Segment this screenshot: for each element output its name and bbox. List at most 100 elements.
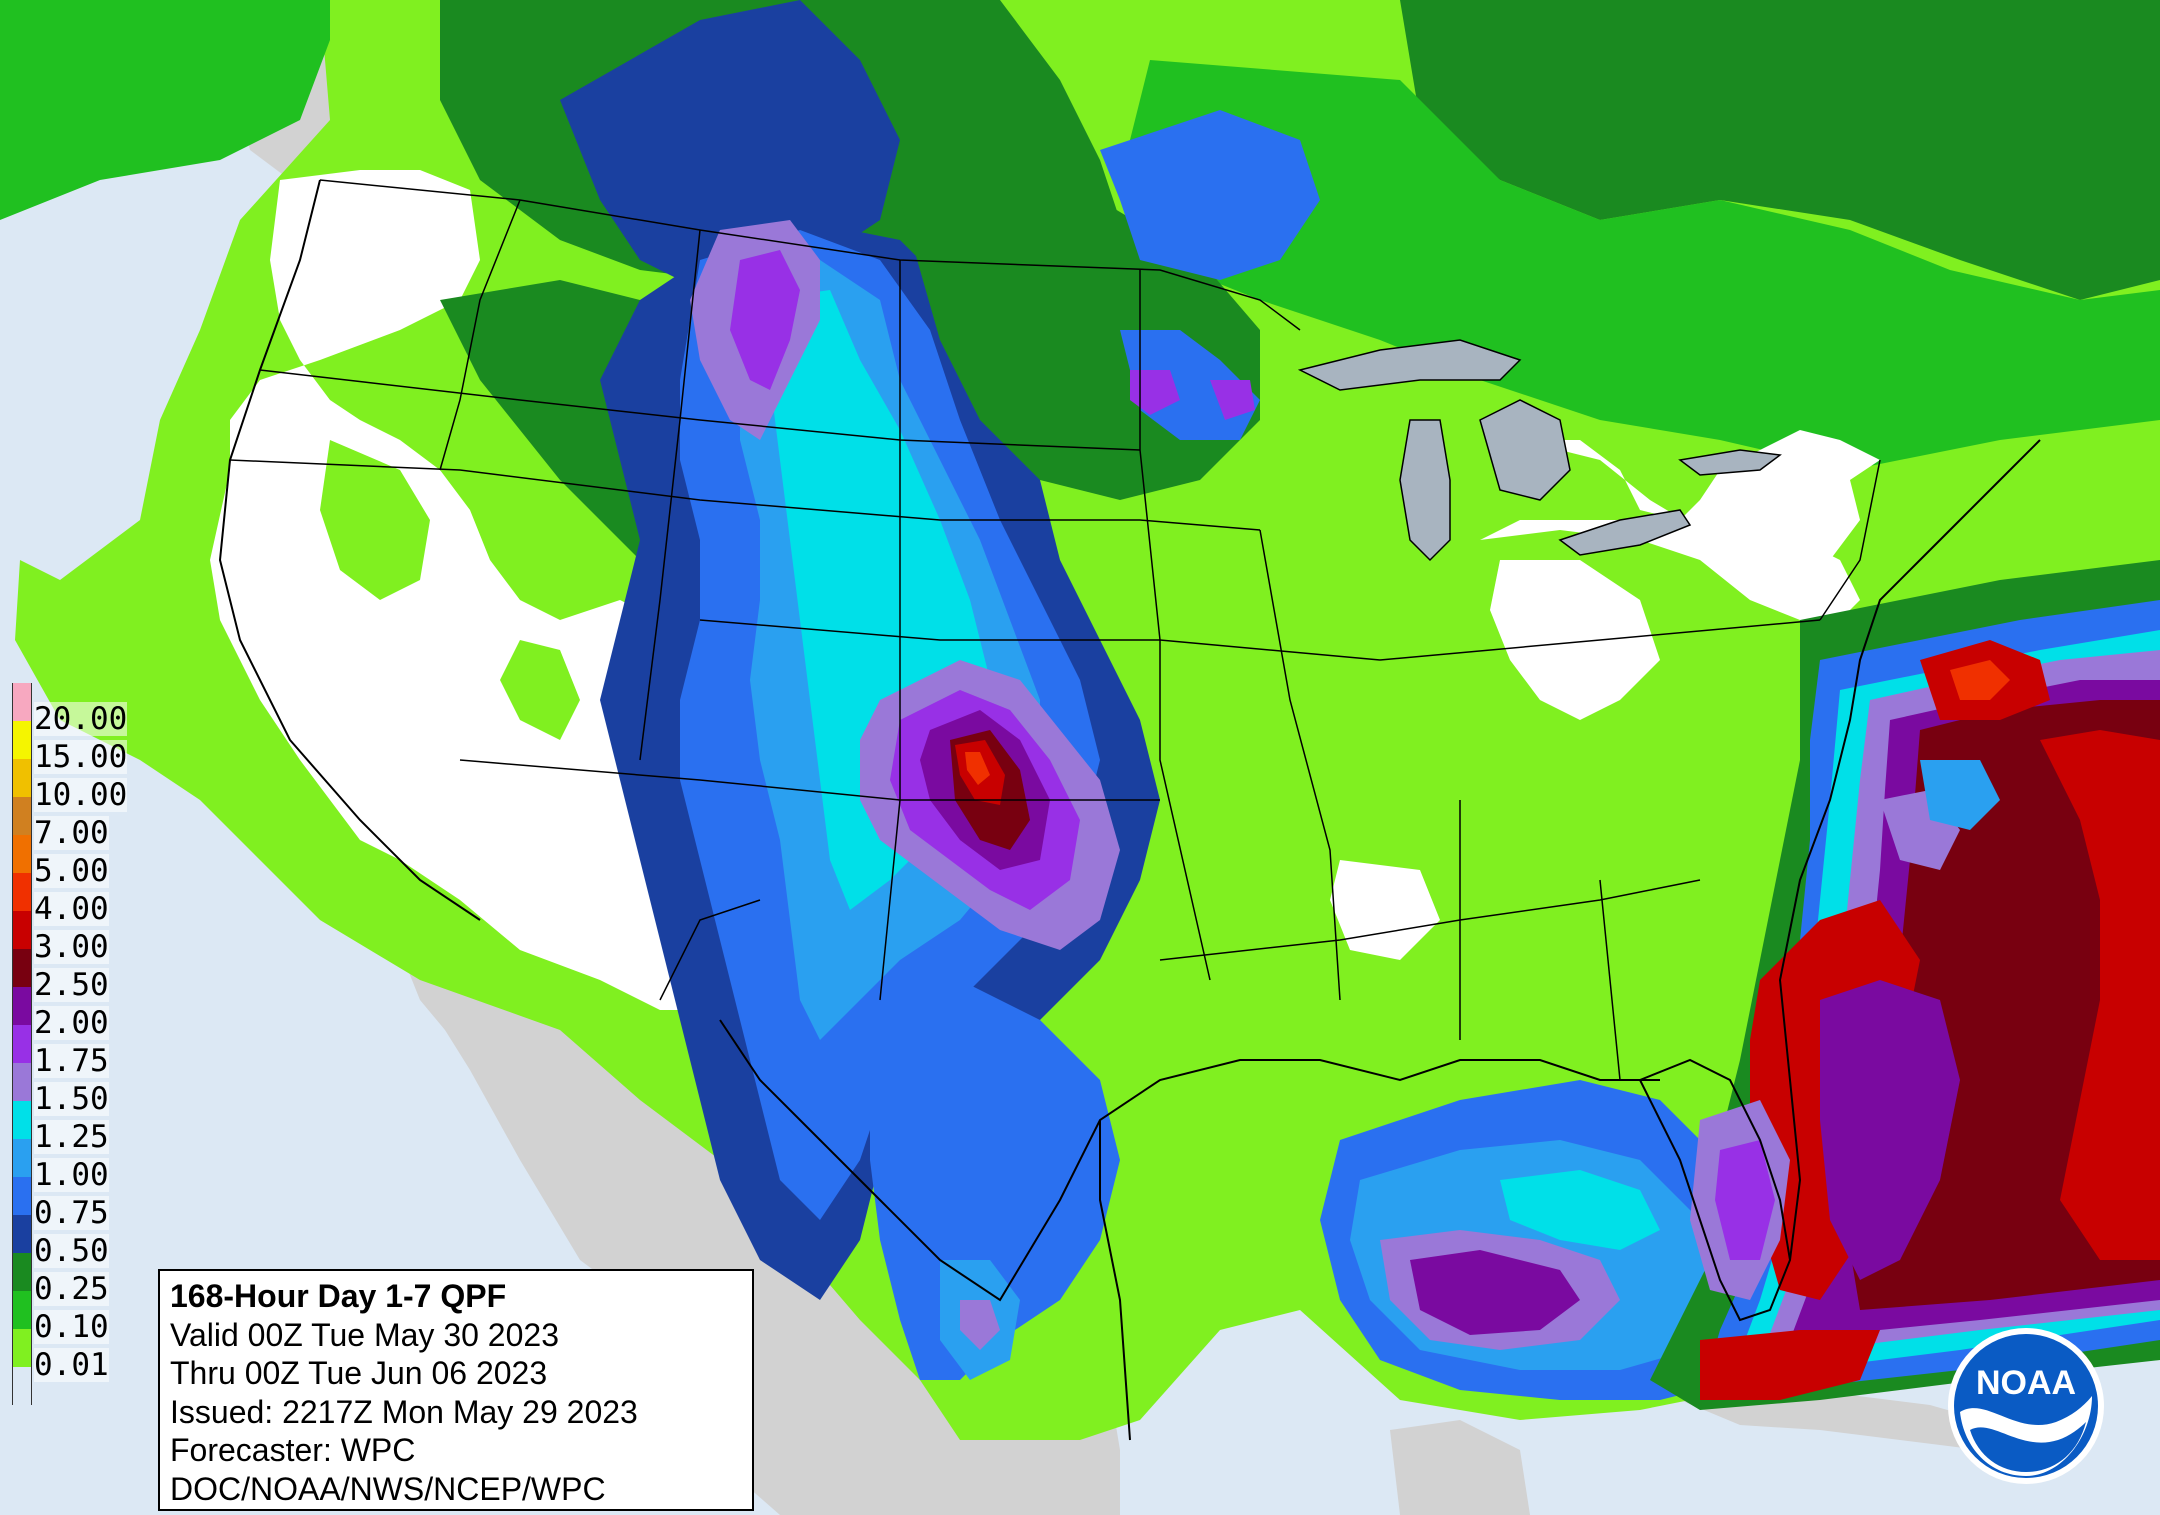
montana-dark-purple [730, 250, 800, 390]
legend-swatch [12, 1367, 32, 1405]
legend-swatch [12, 911, 32, 949]
ok-orange [965, 752, 990, 785]
legend-row: 10.00 [12, 759, 162, 812]
atlantic-purple-core [1820, 980, 1960, 1280]
legend-row [12, 1367, 162, 1405]
dakotas-blue [1100, 110, 1320, 280]
legend-label: 10.00 [34, 777, 128, 813]
lake-ontario [1678, 449, 1782, 476]
legend-label: 1.75 [34, 1043, 109, 1079]
legend-row: 1.75 [12, 1025, 162, 1078]
legend-swatch [12, 1025, 32, 1063]
legend-label: 0.10 [34, 1309, 109, 1345]
legend-swatch [12, 721, 32, 759]
legend-label: 20.00 [34, 701, 128, 737]
state-boundaries [229, 179, 1881, 1081]
legend-swatch [12, 1253, 32, 1291]
legend-swatch [12, 1139, 32, 1177]
legend-swatch [12, 759, 32, 797]
florida-coast [1638, 1058, 1792, 1322]
florida-purple [1715, 1140, 1775, 1260]
legend-row: 15.00 [12, 721, 162, 774]
legend-swatch [12, 1063, 32, 1101]
ms-dry [1330, 860, 1440, 960]
legend-row: 0.25 [12, 1253, 162, 1306]
forecaster: Forecaster: WPC [170, 1432, 416, 1468]
yucatan-land [1390, 1420, 1530, 1515]
thru-time: Thru 00Z Tue Jun 06 2023 [170, 1355, 548, 1391]
legend-label: 2.00 [34, 1005, 109, 1041]
noaa-logo-text: NOAA [1976, 1364, 2076, 1402]
legend-row: 20.00 [12, 683, 162, 736]
gulf-purple [1410, 1250, 1580, 1335]
lake-erie [1558, 509, 1692, 556]
mn-purple [1130, 370, 1180, 415]
ne-green [1120, 60, 2160, 470]
atlantic-red-east [2040, 730, 2160, 1260]
legend-swatch [12, 1101, 32, 1139]
forecast-title: 168-Hour Day 1-7 QPF [170, 1278, 507, 1314]
legend-label: 4.00 [34, 891, 109, 927]
legend-label: 1.50 [34, 1081, 109, 1117]
baja-land [390, 930, 620, 1290]
agency: DOC/NOAA/NWS/NCEP/WPC [170, 1470, 606, 1507]
legend-row: 2.50 [12, 949, 162, 1002]
legend-swatch [12, 987, 32, 1025]
legend-swatch [12, 1177, 32, 1215]
legend-row: 3.00 [12, 911, 162, 964]
legend-row: 0.01 [12, 1329, 162, 1382]
legend-row: 7.00 [12, 797, 162, 850]
legend-row: 0.50 [12, 1215, 162, 1268]
legend-swatch [12, 1329, 32, 1367]
issued-time: Issued: 2217Z Mon May 29 2023 [170, 1393, 638, 1430]
gulf-aqua [1500, 1170, 1660, 1250]
legend-row: 1.25 [12, 1101, 162, 1154]
noaa-logo-icon: NOAA [1948, 1328, 2104, 1484]
coastlines [218, 179, 2041, 1441]
ne-dark-green [1400, 0, 2160, 300]
west-green-patch-2 [500, 640, 580, 740]
legend-row: 2.00 [12, 987, 162, 1040]
legend-swatch [12, 873, 32, 911]
legend-row: 1.00 [12, 1139, 162, 1192]
lake-superior [1297, 339, 1522, 391]
west-green-patch [320, 440, 430, 600]
atlantic-orange-ne [1950, 660, 2010, 700]
legend-row: 4.00 [12, 873, 162, 926]
lake-michigan [1399, 419, 1451, 562]
legend-label: 3.00 [34, 929, 109, 965]
legend-swatch [12, 949, 32, 987]
valid-time: Valid 00Z Tue May 30 2023 [170, 1316, 559, 1353]
legend-label: 0.01 [34, 1347, 109, 1383]
legend-label: 2.50 [34, 967, 109, 1003]
lake-huron [1479, 399, 1571, 501]
legend-label: 1.00 [34, 1157, 109, 1193]
nw-darker-green [0, 0, 330, 220]
legend-swatch [12, 835, 32, 873]
legend-label: 15.00 [34, 739, 128, 775]
atlantic-red-south [1700, 1330, 1880, 1400]
legend-row: 1.50 [12, 1063, 162, 1116]
legend-label: 5.00 [34, 853, 109, 889]
legend-label: 0.75 [34, 1195, 109, 1231]
tx-south-aqua [960, 1300, 1000, 1350]
ohio-dry [1480, 520, 1860, 620]
legend-swatch [12, 683, 32, 721]
legend-row: 5.00 [12, 835, 162, 888]
atlantic-cyan-patch [1920, 760, 2000, 830]
wi-purple [1210, 380, 1255, 420]
legend-swatch [12, 797, 32, 835]
cuba-land [1680, 1390, 2040, 1450]
legend-label: 0.50 [34, 1233, 109, 1269]
forecast-info-box: 168-Hour Day 1-7 QPF Valid 00Z Tue May 3… [158, 1269, 754, 1511]
legend-label: 0.25 [34, 1271, 109, 1307]
tx-south-blue [870, 980, 1120, 1380]
legend-swatch [12, 1215, 32, 1253]
ohio-dry-2 [1490, 560, 1660, 720]
legend-swatch [12, 1291, 32, 1329]
legend-label: 1.25 [34, 1119, 109, 1155]
legend-label: 7.00 [34, 815, 109, 851]
legend-row: 0.75 [12, 1177, 162, 1230]
legend-row: 0.10 [12, 1291, 162, 1344]
